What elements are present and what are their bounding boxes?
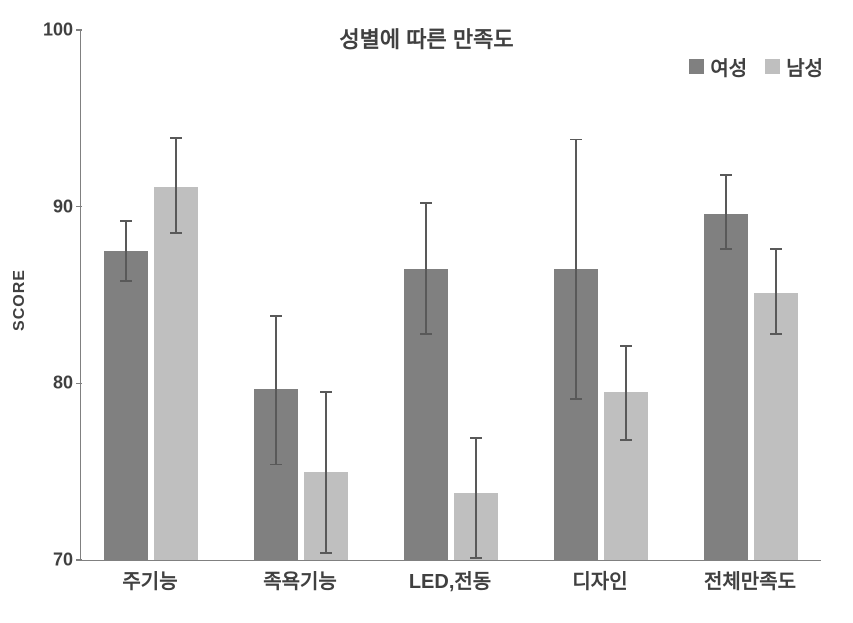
bar bbox=[154, 187, 198, 560]
xtick-label: 전체만족도 bbox=[704, 565, 796, 594]
errorbar-stem bbox=[725, 175, 727, 249]
errorbar-stem bbox=[775, 249, 777, 334]
errorbar-cap bbox=[620, 345, 632, 347]
errorbar-cap bbox=[570, 139, 582, 141]
ytick-mark bbox=[76, 383, 82, 385]
ytick-mark bbox=[76, 206, 82, 208]
errorbar-stem bbox=[425, 203, 427, 334]
xtick-label: LED,전동 bbox=[409, 565, 491, 594]
ytick-label: 70 bbox=[13, 550, 73, 571]
errorbar-stem bbox=[625, 346, 627, 440]
errorbar-cap bbox=[620, 439, 632, 441]
errorbar-cap bbox=[120, 280, 132, 282]
errorbar-cap bbox=[320, 552, 332, 554]
errorbar-cap bbox=[420, 202, 432, 204]
errorbar-cap bbox=[170, 232, 182, 234]
errorbar-cap bbox=[770, 333, 782, 335]
errorbar-cap bbox=[270, 464, 282, 466]
errorbar-stem bbox=[475, 438, 477, 558]
errorbar-cap bbox=[120, 220, 132, 222]
xtick-label: 주기능 bbox=[122, 565, 177, 594]
xtick-label: 디자인 bbox=[572, 565, 627, 594]
errorbar-cap bbox=[420, 333, 432, 335]
errorbar-cap bbox=[320, 391, 332, 393]
chart-container: 성별에 따른 만족도 SCORE 여성 남성 708090100 주기능족욕기능… bbox=[0, 0, 853, 623]
ytick-mark bbox=[76, 29, 82, 31]
bar bbox=[704, 214, 748, 560]
errorbar-stem bbox=[125, 221, 127, 281]
errorbar-cap bbox=[470, 437, 482, 439]
ytick-mark bbox=[76, 559, 82, 561]
errorbar-stem bbox=[325, 392, 327, 553]
errorbar-stem bbox=[175, 138, 177, 233]
errorbar-cap bbox=[770, 248, 782, 250]
errorbar-cap bbox=[270, 315, 282, 317]
errorbar-cap bbox=[570, 398, 582, 400]
xtick-label: 족욕기능 bbox=[263, 565, 337, 594]
ytick-label: 100 bbox=[13, 20, 73, 41]
errorbar-cap bbox=[720, 174, 732, 176]
errorbar-cap bbox=[470, 557, 482, 559]
errorbar-stem bbox=[575, 140, 577, 400]
errorbar-cap bbox=[170, 137, 182, 139]
ytick-label: 80 bbox=[13, 373, 73, 394]
errorbar-cap bbox=[720, 248, 732, 250]
y-axis-label: SCORE bbox=[11, 269, 29, 331]
errorbar-stem bbox=[275, 316, 277, 464]
ytick-label: 90 bbox=[13, 196, 73, 217]
bar bbox=[104, 251, 148, 560]
plot-area bbox=[80, 30, 821, 561]
